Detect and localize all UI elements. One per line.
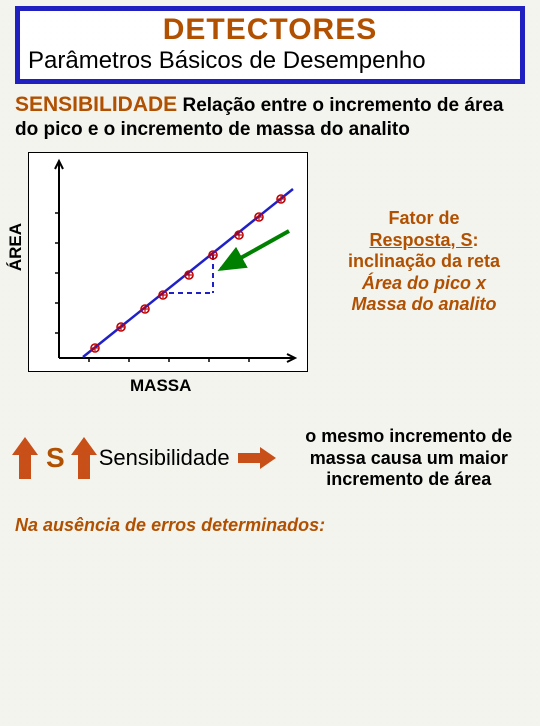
main-title: DETECTORES [28,13,512,47]
subtitle: Parâmetros Básicos de Desempenho [28,47,512,75]
chart-annotation: Fator de Resposta, S: inclinação da reta… [308,208,534,316]
definition-keyword: SENSIBILIDADE [15,93,177,116]
chart-box [28,152,308,372]
definition-block: SENSIBILIDADE Relação entre o incremento… [0,84,540,148]
chart-row: ÁREA [0,148,540,372]
up-arrow-icon [10,435,40,481]
sensibilidade-label: Sensibilidade [99,445,230,471]
s-symbol: S [46,442,65,474]
chart-ylabel: ÁREA [6,223,26,271]
annot-l2b: : [473,230,479,250]
annot-l5: Massa do analito [351,294,496,314]
annotation-arrow [221,231,289,269]
chart-xlabel: MASSA [130,376,540,396]
chart-svg [29,153,309,373]
annot-l3: inclinação da reta [348,251,500,271]
implication-row: S Sensibilidade o mesmo incremento de ma… [0,396,540,501]
implication-text: o mesmo incremento de massa causa um mai… [284,426,530,491]
annot-l1: Fator de [388,208,459,228]
annot-l4: Área do pico x [362,273,486,293]
footer-text: Na ausência de erros determinados: [0,501,540,536]
up-arrow-icon [69,435,99,481]
title-box: DETECTORES Parâmetros Básicos de Desempe… [15,6,525,84]
right-arrow-icon [236,445,278,471]
annot-l2a: Resposta, S [369,230,472,250]
